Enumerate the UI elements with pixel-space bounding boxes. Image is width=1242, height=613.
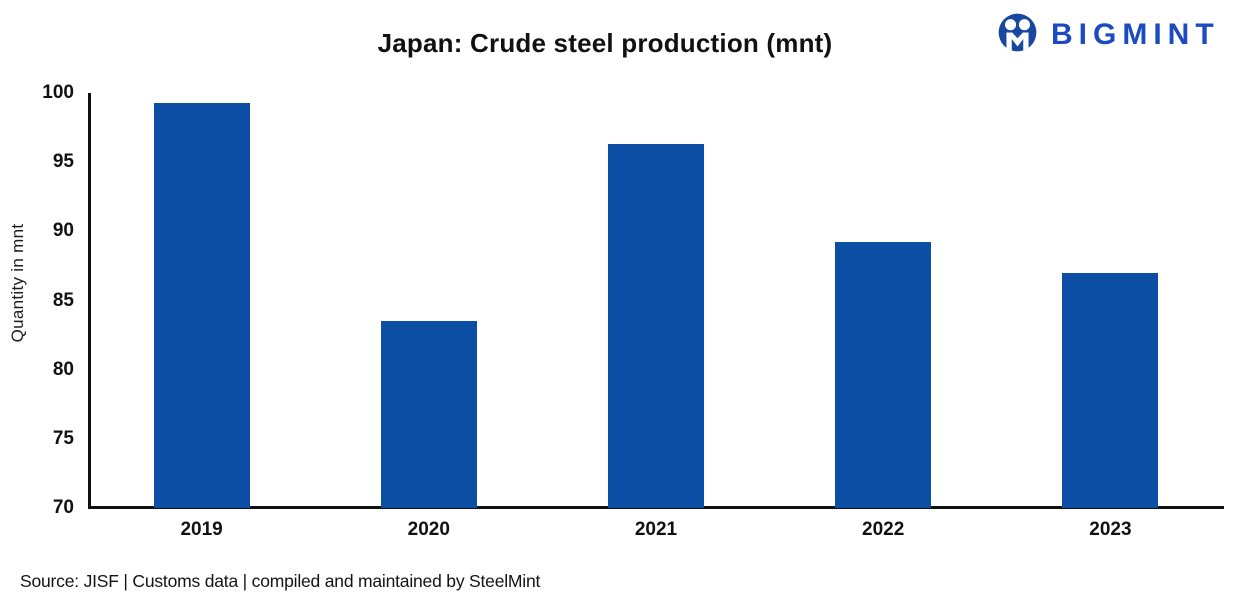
x-tick-label: 2019 bbox=[180, 519, 223, 540]
x-tick-label: 2021 bbox=[634, 519, 678, 540]
x-tick-label: 2023 bbox=[1089, 519, 1132, 540]
x-tick-label: 2020 bbox=[407, 519, 450, 540]
y-axis-line bbox=[88, 93, 91, 509]
y-axis-label: Quantity in mnt bbox=[8, 223, 27, 343]
y-tick-label: 90 bbox=[52, 220, 74, 242]
chart-title: Japan: Crude steel production (mnt) bbox=[377, 28, 833, 58]
y-tick-label: 95 bbox=[52, 151, 74, 173]
y-tick-label: 85 bbox=[52, 289, 74, 311]
y-tick-label: 80 bbox=[52, 358, 74, 380]
bar-2021 bbox=[608, 144, 704, 508]
x-tick-label: 2022 bbox=[862, 519, 905, 540]
y-tick-label: 75 bbox=[52, 427, 74, 449]
bar-2020 bbox=[380, 321, 477, 508]
bigmint-logo: BIGMINT bbox=[997, 12, 1220, 53]
y-tick-label: 70 bbox=[52, 497, 74, 518]
y-tick-label: 100 bbox=[42, 82, 74, 103]
bigmint-people-icon bbox=[998, 13, 1037, 52]
source-note: Source: JISF | Customs data | compiled a… bbox=[20, 571, 541, 591]
bar-2019 bbox=[153, 102, 250, 508]
bar-2023 bbox=[1062, 272, 1159, 508]
bar-2022 bbox=[835, 242, 932, 508]
bigmint-logo-text: BIGMINT bbox=[1051, 18, 1220, 51]
